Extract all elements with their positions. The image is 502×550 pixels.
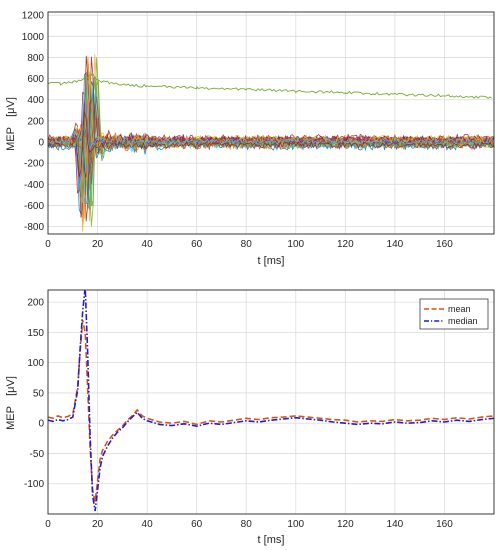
plot-area [48,290,494,512]
y-tick-label: 1200 [22,11,45,22]
legend-median-label: median [448,316,478,326]
y-tick-label: -600 [24,201,44,212]
x-tick-label: 80 [241,519,253,530]
y-tick-label: 0 [38,138,44,149]
y-tick-label: 600 [27,74,44,85]
y-tick-label: 400 [27,95,44,106]
x-tick-label: 160 [436,519,453,530]
y-tick-label: 0 [38,419,44,430]
x-tick-label: 20 [92,239,104,250]
traces [48,54,494,232]
x-tick-label: 140 [387,239,404,250]
y-tick-label: 50 [33,388,45,399]
x-tick-labels: 0 20 40 60 80 100 120 140 160 [45,519,453,530]
y-tick-label: 1000 [22,32,45,43]
axes-frame [47,289,495,515]
x-tick-label: 40 [142,519,154,530]
raw-mep-chart: 0 20 40 60 80 100 120 140 160 -800 -600 -400 -200 0 2… [5,11,495,267]
x-tick-label: 100 [287,519,304,530]
y-tick-label: -200 [24,159,44,170]
y-tick-label: -100 [24,479,44,490]
axes-frame [47,11,495,235]
x-tick-label: 120 [337,239,354,250]
mean-median-mep-chart: 0 20 40 60 80 100 120 140 160 -100 -50 0 50 100 150 20… [5,289,495,546]
x-tick-label: 0 [45,519,51,530]
plot-area [48,54,494,232]
x-tick-label: 140 [387,519,404,530]
x-tick-label: 80 [241,239,253,250]
x-tick-label: 20 [92,519,104,530]
grid [48,12,494,234]
y-tick-label: 800 [27,53,44,64]
y-tick-label: 200 [27,298,44,309]
x-tick-label: 40 [142,239,154,250]
y-axis-label: MEP [5,127,17,151]
x-axis-label: t [ms] [258,534,285,546]
legend-mean-label: mean [448,304,471,314]
y-tick-labels: -800 -600 -400 -200 0 200 400 600 800 1000 1200 [22,11,45,233]
y-tick-label: -800 [24,222,44,233]
x-axis-label: t [ms] [258,255,285,267]
y-axis-unit: [μV] [5,97,17,117]
y-tick-label: -400 [24,180,44,191]
y-tick-label: 150 [27,328,44,339]
y-tick-labels: -100 -50 0 50 100 150 200 [24,298,44,491]
legend: mean median [419,298,489,330]
y-axis-label: MEP [5,406,17,430]
offset-sweep-line [48,72,493,99]
median-line [48,290,494,512]
y-tick-label: 100 [27,358,44,369]
x-tick-label: 120 [337,519,354,530]
y-tick-label: 200 [27,116,44,127]
y-tick-label: -50 [30,449,45,460]
x-tick-label: 60 [191,239,203,250]
x-tick-label: 0 [45,239,51,250]
y-axis-unit: [μV] [5,376,17,396]
x-tick-label: 60 [191,519,203,530]
sweep-line [48,92,494,191]
x-tick-label: 100 [287,239,304,250]
legend-box [419,298,489,330]
x-tick-label: 160 [436,239,453,250]
sweep-line [48,98,494,178]
sweep-line [48,111,494,178]
x-tick-labels: 0 20 40 60 80 100 120 140 160 [45,239,453,250]
mean-line [48,320,494,503]
